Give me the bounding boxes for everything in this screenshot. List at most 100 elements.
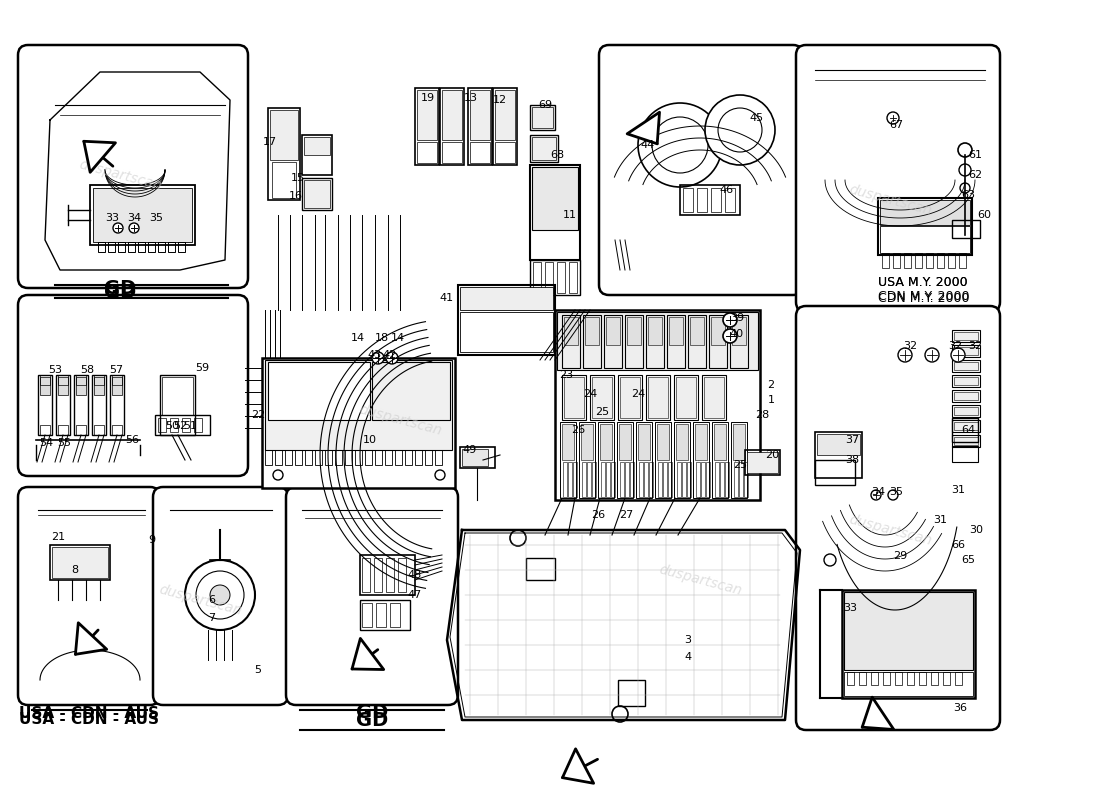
Bar [573,462,578,497]
Text: 46: 46 [719,185,733,195]
Circle shape [185,560,255,630]
Bar [158,242,165,252]
Bar [619,424,631,460]
Bar [648,317,662,345]
Bar [648,377,668,418]
Bar [688,462,691,497]
Bar [468,88,492,165]
Circle shape [129,223,139,233]
Bar [562,315,580,368]
Bar [170,418,178,432]
Circle shape [434,470,446,480]
Bar [275,450,282,465]
Bar [711,188,720,212]
Text: 26: 26 [571,425,585,435]
Bar [627,317,641,345]
Bar [162,377,192,415]
Bar [952,435,980,447]
Text: 18: 18 [375,333,389,343]
Bar [636,422,652,498]
Circle shape [113,223,123,233]
Bar [360,600,410,630]
Bar [676,424,688,460]
Bar [610,462,615,497]
Bar [50,545,110,580]
Bar [268,362,370,420]
Text: 39: 39 [730,313,744,323]
Bar [415,450,422,465]
Text: 25: 25 [733,460,747,470]
Bar [952,220,980,238]
Text: 17: 17 [263,137,277,147]
Bar [98,242,104,252]
Bar [262,358,455,488]
Text: 43: 43 [367,350,381,360]
Bar [460,287,553,310]
Bar [336,450,342,465]
FancyBboxPatch shape [18,295,248,476]
Bar [695,424,707,460]
Bar [732,317,746,345]
Text: 35: 35 [148,213,163,223]
Bar [417,142,437,163]
Bar [952,375,980,387]
Bar [952,330,980,342]
Bar [458,285,556,355]
FancyBboxPatch shape [153,487,288,705]
Bar [952,418,978,442]
Bar [734,462,738,497]
Bar [372,362,450,420]
Circle shape [871,490,881,500]
Bar [434,450,442,465]
Text: 58: 58 [80,365,95,375]
Text: 61: 61 [968,150,982,160]
Circle shape [952,348,965,362]
Bar [40,377,49,395]
Bar [94,375,104,385]
Bar [654,422,671,498]
Bar [952,390,980,402]
Bar [158,418,166,432]
Circle shape [723,329,737,343]
Bar [663,462,667,497]
Bar [878,198,972,255]
Bar [562,375,586,420]
Bar [375,450,382,465]
Text: 41: 41 [440,293,454,303]
Bar [676,377,696,418]
Circle shape [898,348,912,362]
Text: 31: 31 [952,485,965,495]
Bar [646,315,664,368]
Text: 22: 22 [251,410,265,420]
Text: 63: 63 [961,190,975,200]
Bar [56,375,70,435]
Bar [272,162,296,198]
Bar [385,450,392,465]
Bar [955,672,962,685]
Text: 2: 2 [768,380,774,390]
Bar [178,242,185,252]
Bar [532,137,556,160]
Bar [943,672,950,685]
Bar [92,375,106,435]
FancyBboxPatch shape [286,487,458,705]
Bar [315,450,322,465]
Text: 23: 23 [559,370,573,380]
Bar [295,450,302,465]
Bar [954,347,978,355]
Bar [658,462,662,497]
Bar [530,260,580,295]
Bar [460,447,495,468]
Bar [630,462,634,497]
Text: 29: 29 [893,551,907,561]
Text: 30: 30 [969,525,983,535]
Bar [76,375,86,385]
Bar [128,242,135,252]
Bar [937,253,944,268]
Bar [880,226,970,253]
Bar [657,424,669,460]
Bar [745,450,780,475]
Text: 53: 53 [48,365,62,375]
Text: 47: 47 [408,590,422,600]
Circle shape [652,117,708,173]
